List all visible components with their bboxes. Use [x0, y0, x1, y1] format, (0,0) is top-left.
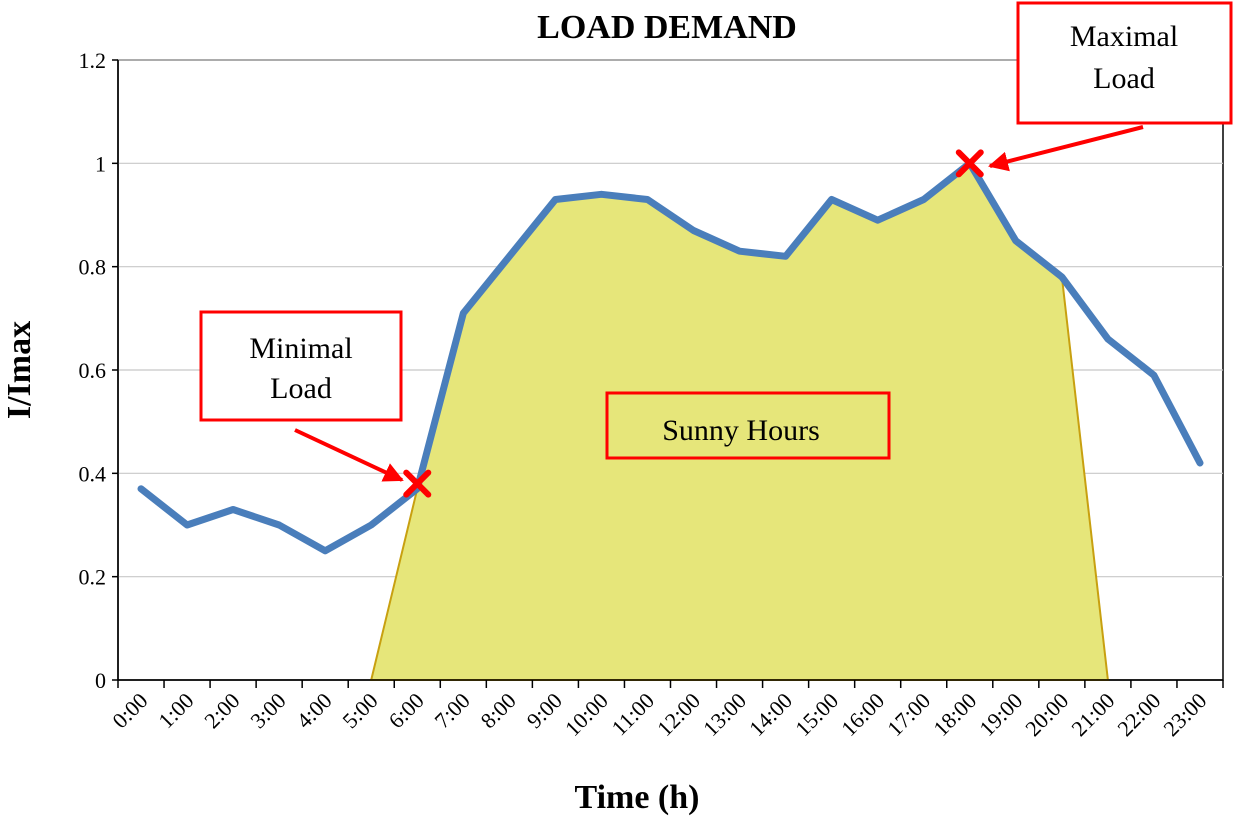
- y-tick-label: 0.6: [79, 358, 107, 383]
- x-tick-label: 18:00: [928, 688, 981, 741]
- x-tick-label: 2:00: [199, 688, 244, 733]
- data-point: [231, 507, 236, 512]
- y-tick-label: 0.8: [79, 255, 107, 280]
- x-tick-label: 16:00: [836, 688, 889, 741]
- sunny-hours-label: Sunny Hours: [662, 414, 820, 447]
- x-tick-label: 12:00: [652, 688, 705, 741]
- x-marker: [403, 469, 432, 498]
- data-point: [875, 218, 880, 223]
- y-tick-labels: 0 0.2 0.4 0.6 0.8 1 1.2: [79, 48, 107, 693]
- sunny-hours-box: [605, 391, 891, 460]
- maximal-load-arrow: [988, 125, 1144, 172]
- data-point: [737, 249, 742, 254]
- load-line: [137, 159, 1204, 555]
- maximal-load-box: [1016, 1, 1233, 125]
- y-tick-label: 1: [95, 151, 106, 176]
- x-tick-label: 23:00: [1158, 688, 1211, 741]
- x-axis-title: Time (h): [575, 779, 700, 816]
- x-tick-label: 1:00: [153, 688, 198, 733]
- x-tick-label: 10:00: [560, 688, 613, 741]
- x-tick-label: 19:00: [974, 688, 1027, 741]
- x-tick-label: 3:00: [245, 688, 290, 733]
- data-point: [277, 523, 282, 527]
- minimal-load-label-line1: Minimal: [249, 332, 352, 365]
- data-point: [921, 197, 926, 202]
- y-axis-title: I/Imax: [1, 321, 38, 419]
- x-tick-labels: 0:00 1:00 2:00 3:00 4:00 5:00 6:00 7:00 8:00 9:00…: [107, 688, 1211, 741]
- x-marker-stroke: [403, 469, 432, 498]
- maximal-load-label-line1: Maximal: [1070, 20, 1178, 53]
- data-point: [829, 197, 834, 202]
- data-point: [645, 197, 650, 202]
- data-point: [783, 254, 788, 259]
- data-point: [507, 254, 512, 259]
- y-tick-label: 0.2: [79, 565, 107, 590]
- minimal-load-label-line2: Load: [270, 372, 332, 405]
- minimal-load-box: [199, 310, 403, 422]
- x-tick-label: 13:00: [698, 688, 751, 741]
- x-tick-label: 17:00: [882, 688, 935, 741]
- maximal-load-label-line2: Load: [1093, 62, 1155, 95]
- x-tick-label: 22:00: [1112, 688, 1165, 741]
- data-point: [691, 228, 696, 233]
- x-tick-label: 5:00: [337, 688, 382, 733]
- data-point: [1151, 373, 1156, 378]
- x-tick-label: 4:00: [291, 688, 336, 733]
- x-tick-label: 21:00: [1066, 688, 1119, 741]
- data-point: [461, 311, 466, 316]
- data-point: [1105, 337, 1110, 341]
- axes: [117, 60, 1224, 688]
- extreme-markers: [403, 149, 984, 498]
- x-tick-label: 0:00: [107, 688, 152, 733]
- y-tick-label: 1.2: [79, 48, 107, 73]
- chart-title: LOAD DEMAND: [537, 9, 797, 46]
- y-tick-label: 0: [95, 668, 106, 693]
- x-tick-label: 7:00: [430, 688, 475, 733]
- x-tick-label: 9:00: [522, 688, 567, 733]
- load-series: [137, 159, 1204, 555]
- x-tick-label: 8:00: [476, 688, 521, 733]
- x-marker: [955, 149, 984, 178]
- x-tick-label: 11:00: [606, 688, 659, 741]
- y-tick-label: 0.4: [79, 461, 107, 486]
- data-point: [369, 523, 374, 527]
- x-tick-label: 20:00: [1020, 688, 1073, 741]
- data-point: [323, 548, 328, 553]
- data-point: [1197, 461, 1202, 465]
- data-point: [185, 523, 190, 527]
- minimal-load-arrow: [294, 428, 404, 482]
- callouts: Minimal Load Maximal Load Sunny Hours: [199, 1, 1233, 482]
- data-point: [1059, 275, 1064, 279]
- x-tick-label: 14:00: [744, 688, 797, 741]
- data-point: [553, 197, 558, 202]
- data-point: [1013, 238, 1018, 243]
- x-marker-stroke: [955, 149, 984, 178]
- data-point: [599, 192, 604, 197]
- x-tick-label: 15:00: [790, 688, 843, 741]
- data-point: [139, 486, 144, 491]
- x-tick-label: 6:00: [383, 688, 428, 733]
